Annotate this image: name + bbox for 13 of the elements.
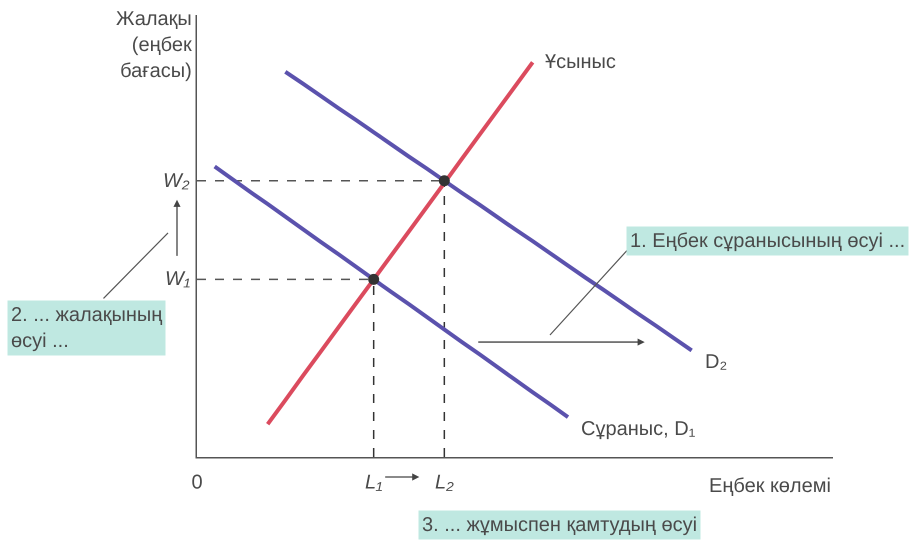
text: 3. ... жұмыспен қамтудың өсуі <box>422 514 698 536</box>
ref-line-label: W₁ <box>165 268 190 290</box>
y-axis-title: Жалақы (еңбек бағасы) <box>116 8 192 82</box>
series-label: D₂ <box>705 351 728 373</box>
series-label: Ұсыныс <box>545 51 616 73</box>
annotation: 1. Еңбек сұранысының өсуі ... <box>630 230 906 252</box>
x-axis-title: Еңбек көлемі <box>709 475 831 497</box>
x-tick-label: L₁ <box>364 472 382 494</box>
x-tick-label: L₂ <box>434 472 454 494</box>
text: 2. ... жалақының өсуі ... <box>11 304 162 352</box>
x-tick-label: 0 <box>191 472 203 494</box>
ref-line-label: W₂ <box>163 170 190 192</box>
series-label: Сұраныс, D₁ <box>581 418 696 440</box>
